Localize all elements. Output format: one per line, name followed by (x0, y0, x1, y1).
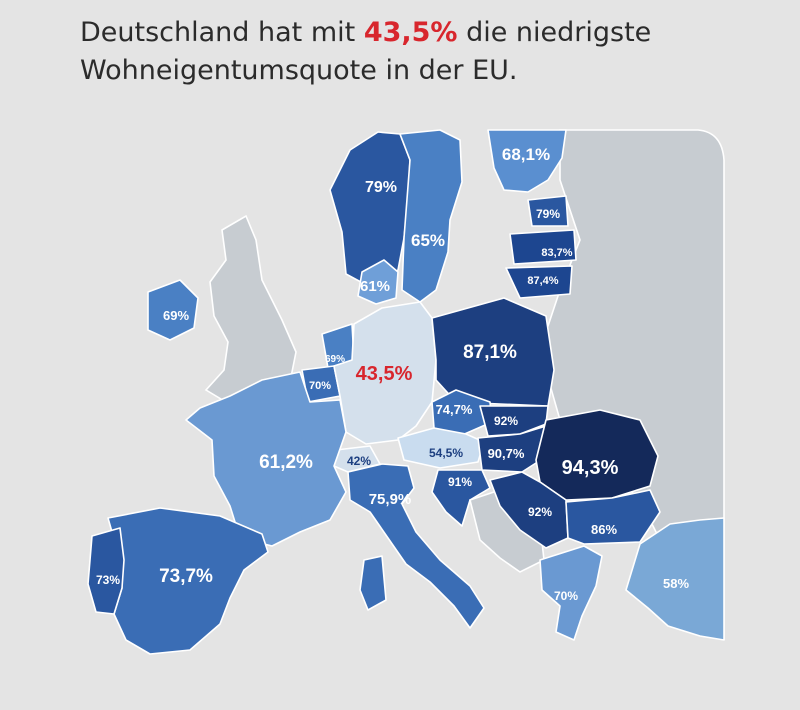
label-france: 61,2% (259, 452, 313, 473)
label-serbia: 92% (528, 505, 552, 519)
label-croatia: 91% (448, 475, 472, 489)
europe-map: 79% 65% 68,1% 79% 83,7% 87,4% 61% 69% 69… (0, 120, 800, 710)
label-austria: 54,5% (429, 446, 463, 460)
country-italy-sardinia (359, 555, 387, 611)
country-germany (333, 301, 437, 445)
label-sweden: 65% (411, 231, 445, 250)
country-finland (487, 129, 567, 193)
country-poland (431, 297, 555, 407)
country-portugal (87, 527, 125, 615)
label-portugal: 73% (96, 573, 120, 587)
label-germany: 43,5% (356, 363, 413, 385)
country-turkey (625, 517, 725, 641)
label-spain: 73,7% (159, 566, 213, 587)
country-croatia (431, 469, 491, 527)
europe-map-svg: 79% 65% 68,1% 79% 83,7% 87,4% 61% 69% 69… (87, 129, 725, 655)
label-hungary: 90,7% (488, 446, 525, 461)
country-italy (347, 463, 485, 629)
label-slovakia: 92% (494, 414, 518, 428)
country-slovakia (479, 405, 549, 437)
country-latvia (509, 229, 577, 265)
country-greece (539, 545, 603, 641)
label-romania: 94,3% (562, 457, 619, 479)
label-finland: 68,1% (502, 145, 550, 164)
label-switzerland: 42% (347, 454, 371, 468)
headline-line-2: Wohneigentumsquote in der EU. (80, 55, 518, 86)
country-estonia (527, 195, 569, 227)
label-ireland: 69% (163, 308, 189, 323)
country-norway (329, 131, 411, 289)
headline: Deutschland hat mit 43,5% die niedrigste… (80, 14, 760, 90)
label-poland: 87,1% (463, 342, 517, 363)
uk-landmass (204, 214, 297, 403)
label-belgium: 70% (309, 380, 331, 392)
label-greece: 70% (554, 589, 578, 603)
country-ireland (147, 279, 199, 341)
label-turkey: 58% (663, 576, 689, 591)
label-denmark: 61% (360, 278, 390, 295)
label-netherlands: 69% (325, 354, 345, 365)
label-italy: 75,9% (369, 491, 412, 508)
country-denmark (357, 259, 399, 305)
headline-text-end: die niedrigste (457, 17, 652, 48)
country-france (185, 371, 347, 547)
label-estonia: 79% (536, 207, 560, 221)
label-czechia: 74,7% (436, 402, 473, 417)
label-norway: 79% (365, 179, 397, 196)
headline-highlight-value: 43,5% (363, 17, 458, 48)
country-lithuania (505, 265, 573, 299)
label-lithuania: 87,4% (527, 275, 558, 287)
label-latvia: 83,7% (541, 247, 572, 259)
label-bulgaria: 86% (591, 522, 617, 537)
headline-text-start: Deutschland hat mit (80, 17, 364, 48)
country-bulgaria (565, 489, 661, 545)
country-sweden (399, 129, 463, 303)
country-romania (535, 409, 659, 501)
